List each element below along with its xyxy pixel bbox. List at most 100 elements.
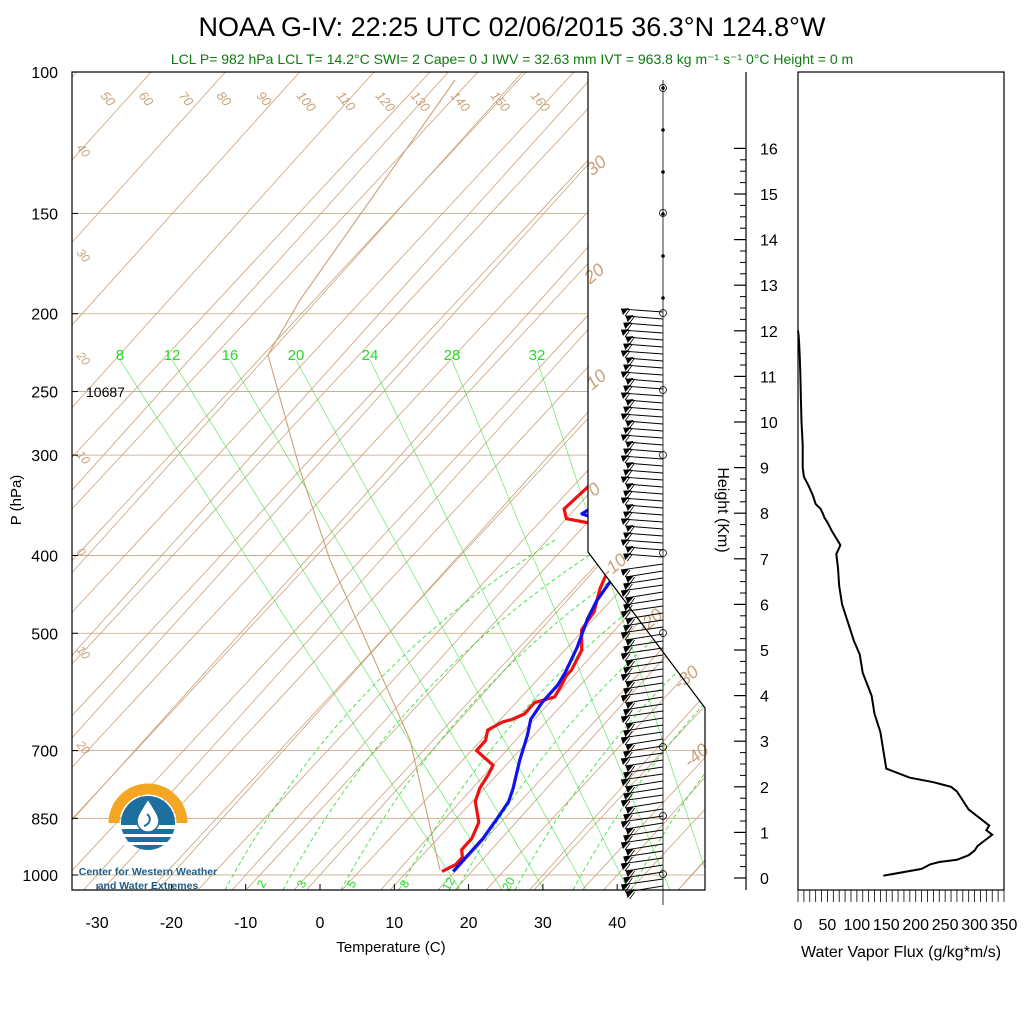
wind-barb-feather (624, 884, 631, 893)
wind-barb-feather (629, 546, 635, 555)
wind-barb-staff (620, 350, 664, 355)
wind-barb-flag (623, 583, 632, 590)
wind-barb-feather (624, 611, 631, 620)
wind-barb-flag (625, 420, 634, 427)
wind-barb-flag (623, 406, 632, 413)
wind-barb-flag (625, 462, 634, 469)
height-tick-label: 6 (760, 597, 769, 614)
wind-barb-flag (621, 842, 629, 849)
wind-barb-flag (621, 695, 629, 702)
wind-barb-feather (624, 455, 631, 464)
wind-barb-staff (620, 773, 664, 781)
wind-barb-flag (623, 322, 632, 329)
wind-level-marker (659, 549, 667, 557)
wind-barb-flag (621, 821, 629, 828)
wind-barb-staff (623, 829, 664, 837)
wind-barb-feather (627, 511, 633, 520)
wind-barb-flag (623, 490, 632, 497)
wind-barb-staff (620, 584, 664, 592)
wind-barb-feather (624, 716, 631, 725)
wind-barb-staff (620, 563, 664, 571)
wind-barb-staff (620, 752, 664, 760)
flux-tick-label: 200 (902, 917, 929, 934)
mixing-ratio-label: 20 (288, 347, 305, 364)
wind-barb-flag (625, 378, 634, 385)
wind-barb-flag (625, 525, 634, 532)
dry-adiabat-label: 120 (373, 88, 399, 115)
height-tick-label: 12 (760, 324, 778, 341)
wind-barb-feather (624, 737, 631, 746)
height-tick-label: 11 (760, 369, 777, 386)
wind-barb-feather (629, 504, 635, 513)
wind-barb-feather (627, 322, 633, 331)
wind-barb-staff (620, 476, 664, 481)
wind-barb-flag (625, 357, 634, 364)
temperature-axis-label: Temperature (C) (336, 939, 445, 956)
wind-barb-flag (623, 793, 632, 800)
wind-barb-feather (624, 518, 631, 527)
wind-barb-flag (625, 828, 634, 835)
wind-barb-staff (623, 724, 664, 732)
mixing-ratio-line (295, 359, 587, 890)
wind-barb-flag (625, 441, 634, 448)
wind-barb-feather (624, 476, 631, 485)
wind-barb-staff (620, 329, 664, 334)
dry-adiabat-label: 60 (136, 88, 157, 109)
dry-adiabat-line (72, 72, 671, 890)
temperature-tick-label: 10 (385, 915, 403, 932)
wind-barb-staff (625, 654, 664, 662)
dry-adiabat-line (72, 72, 705, 890)
wind-barb-feather (624, 779, 631, 788)
wind-barb-flag (625, 870, 634, 877)
wind-barb-staff (623, 682, 664, 690)
wind-barb-flag (623, 835, 632, 842)
wind-barb-flag (623, 532, 632, 539)
flux-axis-label: Water Vapor Flux (g/kg*m/s) (801, 944, 1001, 961)
isotherm-label: 10 (582, 365, 610, 393)
dry-adiabat-label: 80 (214, 88, 235, 109)
isotherm-line (157, 72, 705, 890)
wind-barb-staff (620, 710, 664, 718)
wind-barb-staff (620, 878, 664, 886)
wind-barb-staff (625, 612, 664, 620)
wind-barb-flag (623, 709, 632, 716)
wind-barb-feather (624, 434, 631, 443)
wind-barb-flag (625, 744, 634, 751)
wind-barb-staff (620, 668, 664, 676)
pressure-tick-label: 200 (31, 307, 58, 324)
wind-barb-flag (623, 469, 632, 476)
wind-barb-flag (623, 448, 632, 455)
logo-line-2: and Water Extremes (98, 880, 199, 892)
wind-barb-flag (623, 364, 632, 371)
wind-barb-staff (625, 738, 664, 746)
wind-barb-flag (621, 863, 629, 870)
dry-adiabat-line (149, 72, 705, 890)
wind-barb-feather (627, 343, 633, 352)
wind-barb-flag (625, 849, 634, 856)
wind-barb-flag (623, 667, 632, 674)
wind-barb-feather (629, 462, 635, 471)
wind-barb-staff (623, 703, 664, 711)
wind-barb-staff (623, 619, 664, 627)
height-tick-label: 16 (760, 141, 778, 158)
chart-subtitle: LCL P= 982 hPa LCL T= 14.2°C SWI= 2 Cape… (171, 51, 853, 67)
wind-barb-staff (620, 413, 664, 418)
mixing-ratio-line (369, 359, 629, 890)
flux-tick-label: 0 (794, 917, 803, 934)
height-tick-label: 7 (760, 552, 769, 569)
saturation-adiabat-label: 40 (74, 141, 94, 160)
wind-barb-flag (625, 576, 634, 583)
isotherm-label: 20 (579, 259, 608, 288)
wind-barb-flag (623, 877, 632, 884)
isotherm-line (72, 72, 226, 890)
wind-barb-feather (627, 448, 633, 457)
height-tick-label: 2 (760, 780, 769, 797)
isotherm-label: 30 (582, 151, 610, 179)
height-tick-label: 4 (760, 689, 769, 706)
mixing-ratio-line (119, 359, 461, 890)
wind-barb-feather (624, 758, 631, 767)
wind-barb-staff (623, 871, 664, 879)
